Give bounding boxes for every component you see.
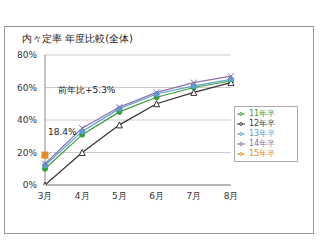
html-text:12年卒: 12年卒 bbox=[249, 119, 276, 128]
svg-text:60%: 60% bbox=[17, 83, 37, 93]
svg-text:4月: 4月 bbox=[75, 191, 90, 201]
html-text:15年卒: 15年卒 bbox=[249, 149, 276, 158]
html-text:18.4%: 18.4% bbox=[48, 127, 77, 137]
svg-text:8月: 8月 bbox=[224, 191, 239, 201]
svg-text:0%: 0% bbox=[23, 180, 38, 190]
html-text:14年卒: 14年卒 bbox=[249, 139, 276, 148]
html-text:内々定率 年度比較(全体): 内々定率 年度比較(全体) bbox=[22, 33, 133, 44]
html-text:前年比+5.3%: 前年比+5.3% bbox=[58, 85, 116, 95]
svg-text:7月: 7月 bbox=[186, 191, 201, 201]
svg-text:20%: 20% bbox=[17, 148, 37, 158]
svg-text:40%: 40% bbox=[17, 115, 37, 125]
html-text:13年卒: 13年卒 bbox=[249, 129, 276, 138]
html-text:11年卒: 11年卒 bbox=[249, 109, 276, 118]
svg-text:3月: 3月 bbox=[38, 191, 53, 201]
svg-text:80%: 80% bbox=[17, 50, 37, 60]
svg-text:5月: 5月 bbox=[112, 191, 127, 201]
svg-text:6月: 6月 bbox=[149, 191, 164, 201]
